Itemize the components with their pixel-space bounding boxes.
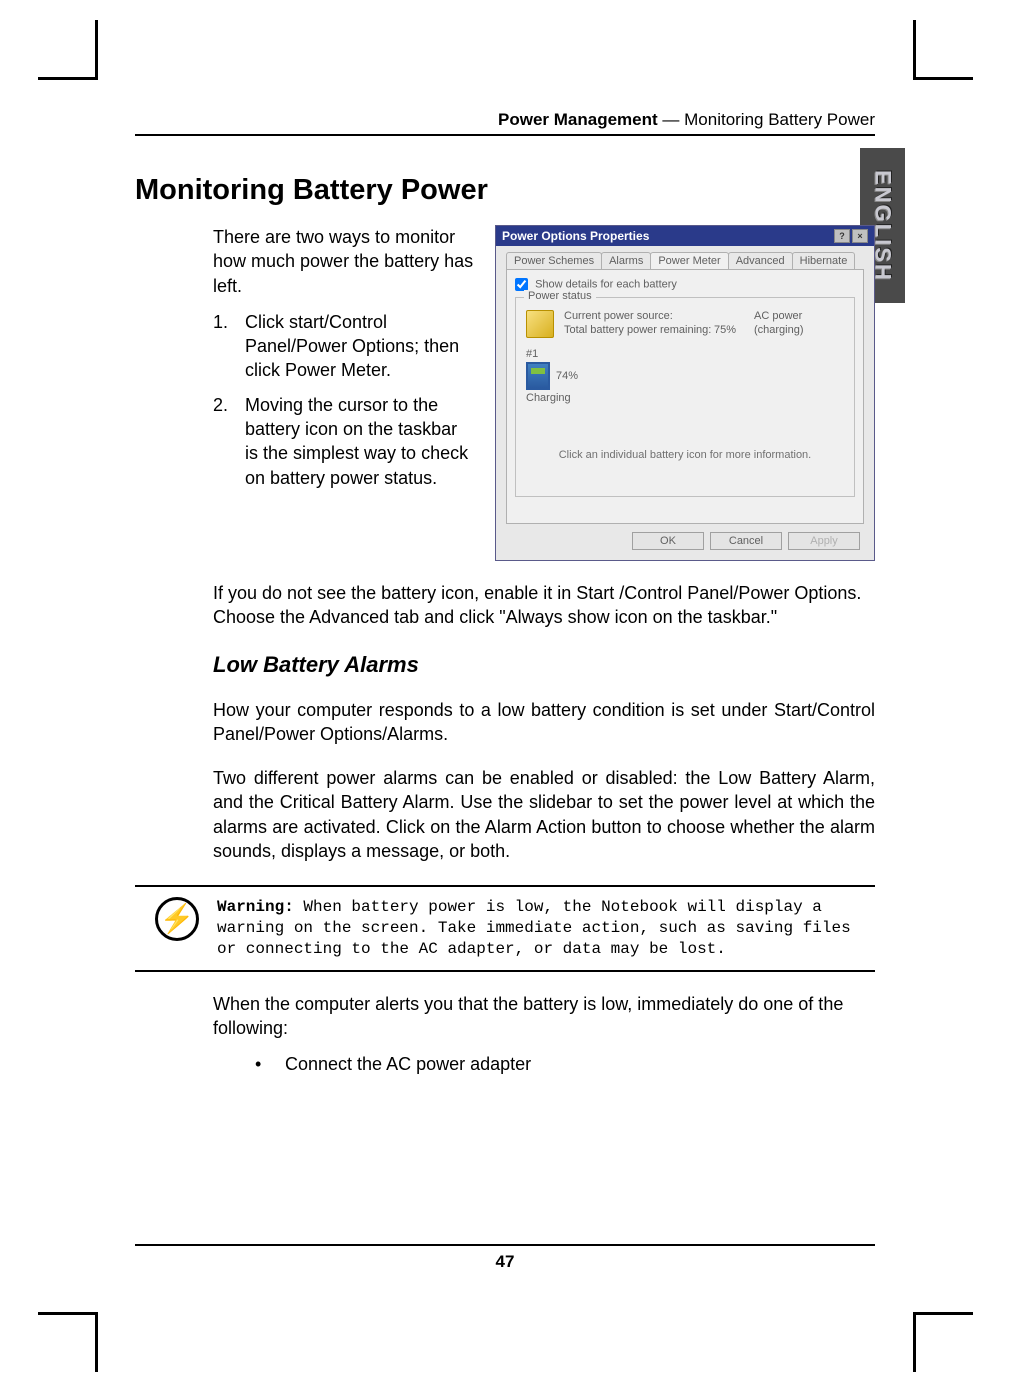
tab-power-meter[interactable]: Power Meter bbox=[650, 252, 728, 269]
ok-button[interactable]: OK bbox=[632, 532, 704, 550]
battery-num-label: #1 bbox=[526, 348, 844, 360]
tab-power-schemes[interactable]: Power Schemes bbox=[506, 252, 602, 269]
step-item: 2. Moving the cursor to the battery icon… bbox=[213, 393, 475, 490]
warning-body: When battery power is low, the Notebook … bbox=[217, 898, 851, 958]
page-title: Monitoring Battery Power bbox=[135, 174, 875, 207]
page-footer: 47 bbox=[135, 1244, 875, 1272]
bullet-list: •Connect the AC power adapter bbox=[255, 1054, 875, 1075]
battery-icon[interactable] bbox=[526, 362, 550, 390]
lightning-icon: ⚡ bbox=[160, 905, 195, 933]
warning-text: Warning: When battery power is low, the … bbox=[217, 897, 875, 959]
header-sep: — bbox=[658, 110, 684, 129]
battery-pct: 74% bbox=[556, 370, 578, 382]
dialog-title: Power Options Properties bbox=[502, 229, 649, 243]
step-text: Moving the cursor to the battery icon on… bbox=[245, 393, 475, 490]
show-details-label: Show details for each battery bbox=[535, 278, 677, 290]
apply-button[interactable]: Apply bbox=[788, 532, 860, 550]
after-dialog-paragraph: If you do not see the battery icon, enab… bbox=[213, 581, 875, 630]
step-item: 1. Click start/Control Panel/Power Optio… bbox=[213, 310, 475, 383]
rem-label: Total battery power remaining: bbox=[564, 324, 714, 336]
warning-label: Warning: bbox=[217, 898, 294, 916]
intro-text: There are two ways to monitor how much p… bbox=[213, 225, 475, 298]
step-text: Click start/Control Panel/Power Options;… bbox=[245, 310, 475, 383]
help-icon[interactable]: ? bbox=[834, 229, 850, 243]
tab-alarms[interactable]: Alarms bbox=[601, 252, 651, 269]
dialog-tabs: Power Schemes Alarms Power Meter Advance… bbox=[506, 252, 864, 269]
step-number: 1. bbox=[213, 310, 245, 383]
sub-paragraph-1: How your computer responds to a low batt… bbox=[213, 698, 875, 747]
close-icon[interactable]: × bbox=[852, 229, 868, 243]
fieldset-legend: Power status bbox=[524, 290, 596, 302]
battery-state: Charging bbox=[526, 392, 844, 404]
tab-hibernate[interactable]: Hibernate bbox=[792, 252, 856, 269]
rem-value: 75% bbox=[714, 324, 754, 336]
bullet-text: Connect the AC power adapter bbox=[285, 1054, 531, 1074]
dialog-titlebar: Power Options Properties ? × bbox=[496, 226, 874, 246]
src-value: AC power bbox=[754, 310, 804, 322]
sub-paragraph-2: Two different power alarms can be enable… bbox=[213, 766, 875, 863]
after-warning-paragraph: When the computer alerts you that the ba… bbox=[213, 992, 875, 1041]
bullet-dot: • bbox=[255, 1054, 285, 1075]
warning-icon: ⚡ bbox=[155, 897, 199, 941]
power-status-fieldset: Power status Current power source: AC po… bbox=[515, 297, 855, 497]
subheading: Low Battery Alarms bbox=[213, 652, 875, 678]
warning-block: ⚡ Warning: When battery power is low, th… bbox=[135, 885, 875, 971]
cancel-button[interactable]: Cancel bbox=[710, 532, 782, 550]
tab-advanced[interactable]: Advanced bbox=[728, 252, 793, 269]
dialog-hint: Click an individual battery icon for mor… bbox=[526, 449, 844, 461]
src-label: Current power source: bbox=[564, 310, 714, 322]
tab-panel: Show details for each battery Power stat… bbox=[506, 269, 864, 524]
steps-list: 1. Click start/Control Panel/Power Optio… bbox=[213, 310, 475, 490]
plug-icon bbox=[526, 310, 554, 338]
power-options-dialog: Power Options Properties ? × Power Schem… bbox=[495, 225, 875, 561]
header-section: Power Management bbox=[498, 110, 658, 129]
page-header: Power Management — Monitoring Battery Po… bbox=[135, 110, 875, 136]
header-topic: Monitoring Battery Power bbox=[684, 110, 875, 129]
page-number: 47 bbox=[496, 1252, 515, 1271]
rem-status: (charging) bbox=[754, 324, 804, 336]
step-number: 2. bbox=[213, 393, 245, 490]
